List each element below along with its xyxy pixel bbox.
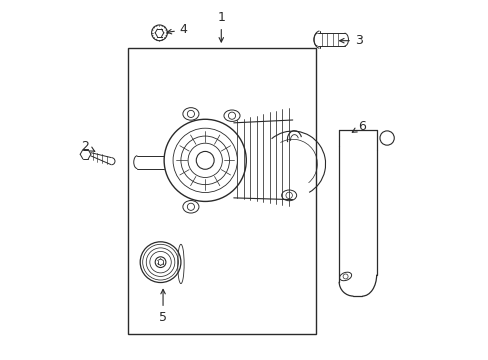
Text: 3: 3	[339, 34, 362, 47]
Bar	[128, 48, 315, 334]
Text: 4: 4	[167, 23, 187, 36]
Text: 1: 1	[217, 11, 225, 42]
Text: 6: 6	[351, 120, 366, 133]
Text: 5: 5	[159, 289, 167, 324]
Text: 2: 2	[81, 140, 95, 153]
